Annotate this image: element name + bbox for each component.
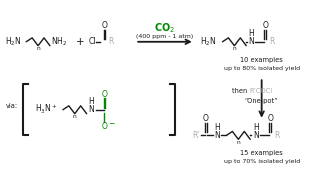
Text: N: N — [253, 131, 259, 140]
Text: O: O — [101, 122, 108, 131]
Text: H: H — [214, 123, 220, 132]
Text: R: R — [274, 131, 279, 140]
Text: then: then — [232, 88, 250, 94]
Text: R: R — [269, 37, 274, 46]
Text: up to 80% isolated yield: up to 80% isolated yield — [224, 66, 300, 71]
Text: up to 70% isolated yield: up to 70% isolated yield — [224, 160, 300, 164]
Text: R’: R’ — [192, 131, 200, 140]
Text: 10 examples: 10 examples — [240, 57, 283, 63]
Text: +: + — [76, 37, 85, 47]
Text: Cl: Cl — [89, 37, 96, 46]
Text: O: O — [203, 114, 209, 123]
Text: “One-pot”: “One-pot” — [245, 98, 279, 104]
Text: N: N — [214, 131, 220, 140]
Text: O: O — [267, 114, 273, 123]
Text: H: H — [253, 123, 259, 132]
Text: H: H — [248, 29, 254, 38]
Text: n: n — [232, 46, 236, 51]
Text: n: n — [36, 46, 40, 51]
Text: (400 ppm - 1 atm): (400 ppm - 1 atm) — [136, 34, 194, 39]
Text: R: R — [109, 37, 114, 46]
Text: −: − — [108, 119, 115, 128]
Text: 15 examples: 15 examples — [240, 150, 283, 156]
Text: H$_2$N: H$_2$N — [5, 36, 22, 48]
Text: n: n — [237, 140, 240, 145]
Text: O: O — [101, 21, 108, 29]
Text: NH$_2$: NH$_2$ — [51, 36, 67, 48]
Text: H$_3$N$^+$: H$_3$N$^+$ — [35, 103, 58, 116]
Text: O: O — [101, 90, 108, 98]
Text: H: H — [89, 97, 95, 106]
Text: O: O — [262, 21, 268, 29]
Text: n: n — [73, 114, 77, 119]
Text: H$_2$N: H$_2$N — [200, 36, 216, 48]
Text: CO$_2$: CO$_2$ — [154, 21, 176, 35]
Text: R’COCl: R’COCl — [250, 88, 273, 94]
Text: via:: via: — [5, 103, 18, 109]
Text: N: N — [248, 37, 254, 46]
Text: N: N — [89, 105, 95, 114]
